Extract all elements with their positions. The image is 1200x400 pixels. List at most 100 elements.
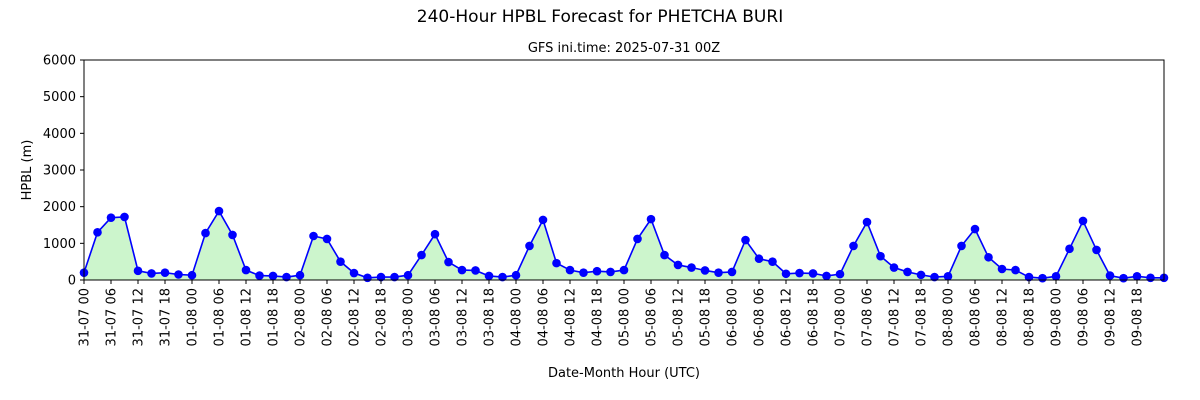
- data-point: [241, 265, 251, 275]
- data-point: [120, 212, 129, 222]
- x-tick-label: 07-08 18: [915, 288, 930, 346]
- data-point: [997, 264, 1007, 274]
- x-axis-label: Date-Month Hour (UTC): [548, 366, 700, 381]
- data-point: [687, 263, 696, 272]
- data-point: [295, 270, 305, 280]
- x-tick-label: 08-08 00: [942, 288, 957, 346]
- data-point: [835, 269, 845, 279]
- x-tick-label: 09-08 06: [1077, 288, 1092, 346]
- x-tick-label: 08-08 12: [996, 288, 1011, 346]
- data-point: [1132, 272, 1142, 281]
- data-point: [336, 257, 345, 266]
- data-point: [511, 270, 521, 280]
- data-point: [1105, 271, 1115, 280]
- data-point: [430, 229, 440, 239]
- data-point: [889, 263, 899, 272]
- x-tick-label: 04-08 06: [537, 288, 552, 346]
- data-point: [808, 269, 818, 278]
- data-point: [646, 214, 656, 224]
- x-tick-label: 01-08 18: [267, 288, 282, 346]
- data-point: [822, 271, 831, 281]
- data-point: [349, 268, 359, 278]
- x-tick-label: 08-08 06: [969, 288, 984, 346]
- data-point: [781, 269, 791, 279]
- data-point: [916, 270, 926, 280]
- y-tick-label: 4000: [43, 127, 76, 142]
- x-tick-label: 03-08 18: [483, 288, 498, 346]
- data-points-layer: [79, 206, 1169, 283]
- data-point: [1119, 273, 1128, 283]
- x-tick-label: 02-08 00: [294, 288, 309, 346]
- data-point: [579, 268, 588, 277]
- data-point: [727, 267, 737, 277]
- x-tick-label: 01-08 12: [240, 288, 255, 346]
- chart-title: 240-Hour HPBL Forecast for PHETCHA BURI: [417, 7, 783, 27]
- data-point: [795, 268, 804, 278]
- y-tick-label: 6000: [43, 54, 76, 69]
- data-point: [174, 270, 183, 279]
- x-tick-label: 06-08 06: [753, 288, 768, 346]
- data-point: [660, 250, 669, 260]
- x-tick-label: 09-08 18: [1131, 288, 1146, 346]
- y-tick-label: 0: [68, 274, 76, 289]
- data-point: [228, 230, 237, 240]
- data-point: [619, 265, 629, 275]
- y-tick-label: 1000: [43, 237, 76, 252]
- data-point: [849, 241, 858, 251]
- x-tick-label: 01-08 00: [186, 288, 201, 346]
- data-point: [471, 266, 480, 275]
- data-point: [552, 258, 561, 268]
- x-tick-label: 05-08 06: [645, 288, 660, 346]
- data-point: [457, 265, 467, 275]
- x-tick-label: 06-08 00: [726, 288, 741, 346]
- data-point: [538, 215, 548, 225]
- x-tick-label: 04-08 00: [510, 288, 525, 346]
- y-axis-label: HPBL (m): [20, 140, 35, 201]
- data-point: [498, 272, 507, 282]
- data-point: [700, 266, 710, 275]
- x-tick-label: 05-08 12: [672, 288, 687, 346]
- data-point: [903, 267, 912, 277]
- data-point: [1092, 245, 1101, 255]
- data-point: [133, 266, 143, 276]
- data-point: [565, 265, 575, 275]
- data-point: [1024, 272, 1034, 282]
- data-point: [633, 234, 642, 244]
- x-tick-label: 07-08 00: [834, 288, 849, 346]
- data-point: [754, 254, 764, 264]
- x-tick-label: 09-08 00: [1050, 288, 1065, 346]
- data-point: [214, 206, 224, 216]
- data-point: [201, 228, 210, 238]
- chart-subtitle: GFS ini.time: 2025-07-31 00Z: [528, 41, 720, 56]
- x-tick-label: 04-08 18: [591, 288, 606, 346]
- y-tick-label: 3000: [43, 164, 76, 179]
- data-point: [484, 271, 494, 281]
- x-tick-label: 03-08 12: [456, 288, 471, 346]
- data-point: [862, 217, 872, 227]
- x-tick-label: 31-07 12: [132, 288, 147, 346]
- data-point: [768, 257, 777, 266]
- data-point: [282, 272, 291, 282]
- data-point: [714, 268, 723, 277]
- data-point: [390, 272, 399, 282]
- x-tick-label: 01-08 06: [213, 288, 228, 346]
- data-point: [930, 272, 939, 282]
- x-tick-label: 05-08 00: [618, 288, 633, 346]
- data-point: [970, 224, 980, 234]
- data-point: [160, 268, 170, 277]
- x-tick-label: 02-08 12: [348, 288, 363, 346]
- data-point: [417, 250, 426, 260]
- data-point: [957, 241, 966, 251]
- x-tick-label: 06-08 18: [807, 288, 822, 346]
- data-point: [444, 257, 453, 267]
- y-tick-label: 2000: [43, 200, 76, 215]
- data-point: [984, 252, 993, 262]
- x-tick-label: 31-07 00: [78, 288, 93, 346]
- data-point: [1038, 273, 1047, 283]
- x-tick-label: 02-08 06: [321, 288, 336, 346]
- x-tick-label: 03-08 00: [402, 288, 417, 346]
- data-point: [1078, 216, 1088, 226]
- data-point: [606, 267, 615, 277]
- data-point: [106, 213, 116, 222]
